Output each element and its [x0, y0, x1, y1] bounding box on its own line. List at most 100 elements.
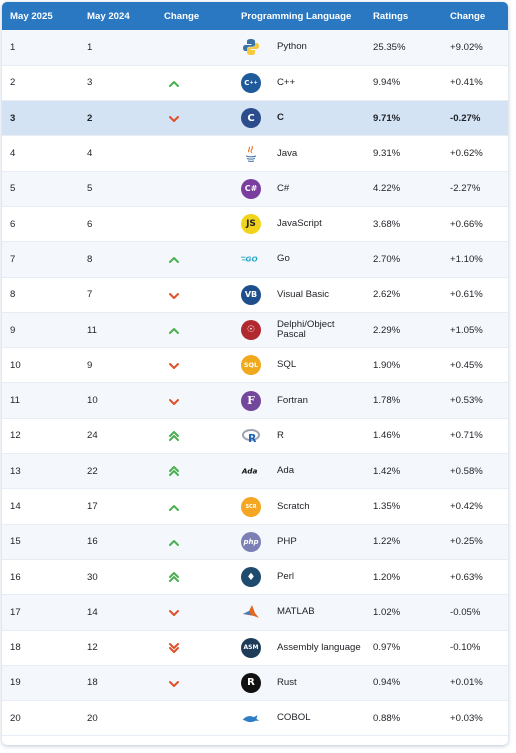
java-logo-icon	[241, 144, 261, 164]
table-row[interactable]: 18 12 ASM Assembly language 0.97% -0.10%	[2, 630, 508, 666]
ranking-table: May 2025 May 2024 Change Programming Lan…	[2, 2, 508, 737]
language-cell: SQL SQL	[233, 347, 365, 384]
language-name[interactable]: C++	[277, 76, 296, 88]
table-row[interactable]: 10 9 SQL SQL 1.90% +0.45%	[2, 347, 508, 384]
table-header-row: May 2025 May 2024 Change Programming Lan…	[2, 2, 508, 30]
rating-cell: 1.20%	[365, 559, 442, 596]
rank-change-cell	[156, 630, 233, 666]
language-name[interactable]: Rust	[277, 676, 297, 688]
table-row[interactable]: 16 30 ♦ Perl 1.20% +0.63%	[2, 559, 508, 596]
table-row[interactable]: 5 5 C# C# 4.22% -2.27%	[2, 171, 508, 207]
language-name[interactable]: Assembly language	[277, 641, 361, 653]
language-cell: JS JavaScript	[233, 206, 365, 243]
rating-cell: 1.46%	[365, 418, 442, 455]
language-name[interactable]: R	[277, 429, 284, 441]
arrow-down-icon	[168, 606, 233, 618]
rating-change-cell: +0.66%	[442, 206, 508, 243]
language-name[interactable]: COBOL	[277, 712, 311, 724]
rank-2024-cell: 9	[79, 347, 156, 384]
rank-2025-cell: 13	[2, 453, 79, 490]
table-row[interactable]: 20 20 COBOL 0.88% +0.03%	[2, 700, 508, 737]
language-cell: C ++ C++	[233, 65, 365, 102]
language-cell: SCR Scratch	[233, 488, 365, 525]
header-rating-change[interactable]: Change	[450, 10, 486, 22]
rank-2025-cell: 8	[2, 277, 79, 313]
language-name[interactable]: PHP	[277, 535, 297, 547]
table-row[interactable]: 9 11 ☉ Delphi/Object Pascal 2.29% +1.05%	[2, 312, 508, 349]
rating-cell: 25.35%	[365, 30, 442, 66]
rating-change-cell: -0.05%	[442, 594, 508, 631]
rank-2024-cell: 4	[79, 135, 156, 172]
rating-change-cell: +0.63%	[442, 559, 508, 596]
table-row[interactable]: 19 18 R Rust 0.94% +0.01%	[2, 665, 508, 702]
table-row[interactable]: 6 6 JS JavaScript 3.68% +0.66%	[2, 206, 508, 243]
language-name[interactable]: MATLAB	[277, 606, 315, 618]
rating-cell: 9.31%	[365, 135, 442, 172]
rank-change-cell	[156, 312, 233, 349]
language-name[interactable]: Delphi/Object Pascal	[277, 319, 335, 341]
table-row[interactable]: 7 8 GO Go 2.70% +1.10%	[2, 241, 508, 278]
language-name[interactable]: Python	[277, 41, 307, 53]
rank-2024-cell: 14	[79, 594, 156, 631]
visual-basic-logo-icon: VB	[241, 284, 261, 305]
cpp-logo-icon: C ++	[241, 72, 261, 93]
table-row[interactable]: 17 14 MATLAB 1.02% -0.05%	[2, 594, 508, 631]
header-programming-language[interactable]: Programming Language	[241, 10, 352, 22]
svg-text:GO: GO	[246, 255, 258, 264]
rank-change-cell	[156, 171, 233, 207]
rank-change-cell	[156, 453, 233, 490]
language-name[interactable]: Perl	[277, 571, 295, 583]
language-name[interactable]: Ada	[277, 465, 295, 477]
javascript-logo-icon: JS	[241, 214, 261, 235]
rating-change-cell: +0.58%	[442, 453, 508, 490]
table-row[interactable]: 2 3 C ++ C++ 9.94% +0.41%	[2, 65, 508, 102]
header-ratings[interactable]: Ratings	[373, 10, 409, 22]
language-name[interactable]: SQL	[277, 359, 297, 371]
rank-2024-cell: 30	[79, 559, 156, 596]
language-cell: COBOL	[233, 700, 365, 737]
rank-2024-cell: 7	[79, 277, 156, 313]
rank-2024-cell: 22	[79, 453, 156, 490]
rank-2025-cell: 15	[2, 524, 79, 560]
rank-change-cell	[156, 418, 233, 455]
table-row[interactable]: 3 2 C C 9.71% -0.27%	[2, 100, 508, 137]
table-row[interactable]: 15 16 php PHP 1.22% +0.25%	[2, 524, 508, 560]
language-name[interactable]: Go	[277, 253, 290, 265]
rank-2025-cell: 14	[2, 488, 79, 525]
table-row[interactable]: 1 1 Python 25.35% +9.02%	[2, 30, 508, 66]
rank-2024-cell: 5	[79, 171, 156, 207]
rating-change-cell: +0.45%	[442, 347, 508, 384]
arrow-down-icon	[168, 289, 233, 301]
language-name[interactable]: Scratch	[277, 500, 310, 512]
table-row[interactable]: 13 22 Ada Ada 1.42% +0.58%	[2, 453, 508, 490]
language-name[interactable]: C	[277, 112, 284, 124]
arrow-down-icon	[168, 395, 233, 407]
double-arrow-up-icon	[168, 465, 233, 477]
arrow-up-icon	[168, 501, 233, 513]
header-rank-change[interactable]: Change	[164, 10, 200, 22]
rank-2025-cell: 1	[2, 30, 79, 66]
table-row[interactable]: 11 10 F Fortran 1.78% +0.53%	[2, 382, 508, 419]
rank-2024-cell: 16	[79, 524, 156, 560]
language-name[interactable]: JavaScript	[277, 218, 322, 230]
table-row[interactable]: 4 4 Java 9.31% +0.62%	[2, 135, 508, 172]
language-name[interactable]: Visual Basic	[277, 288, 330, 300]
language-name[interactable]: C#	[277, 182, 290, 194]
ranking-table-card: May 2025 May 2024 Change Programming Lan…	[2, 2, 508, 745]
language-name[interactable]: Fortran	[277, 394, 308, 406]
rank-2024-cell: 8	[79, 241, 156, 278]
table-row[interactable]: 8 7 VB Visual Basic 2.62% +0.61%	[2, 277, 508, 313]
table-row[interactable]: 14 17 SCR Scratch 1.35% +0.42%	[2, 488, 508, 525]
rank-change-cell	[156, 594, 233, 631]
table-row[interactable]: 12 24 R R 1.46% +0.71%	[2, 418, 508, 455]
r-logo-icon: R	[241, 426, 261, 446]
rating-cell: 4.22%	[365, 171, 442, 207]
rating-cell: 9.94%	[365, 65, 442, 102]
header-may-2025[interactable]: May 2025	[10, 10, 53, 22]
language-name[interactable]: Java	[277, 147, 298, 159]
rating-cell: 1.42%	[365, 453, 442, 490]
rank-2025-cell: 11	[2, 382, 79, 419]
header-may-2024[interactable]: May 2024	[87, 10, 130, 22]
